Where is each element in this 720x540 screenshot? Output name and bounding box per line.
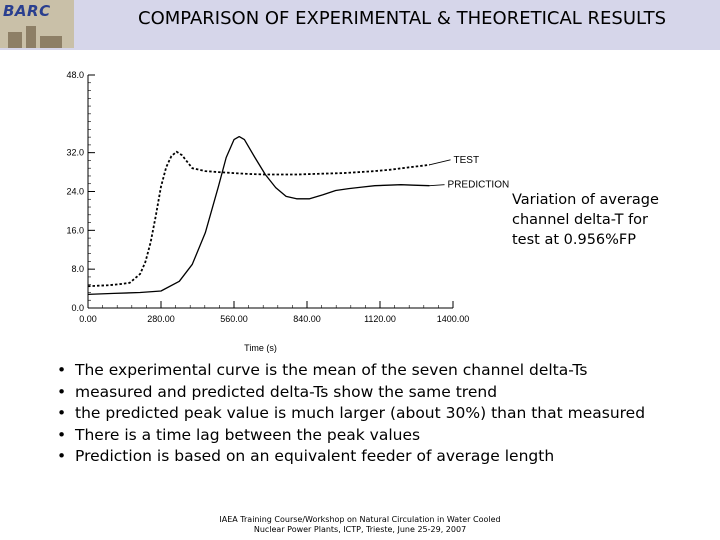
logo-building-shape (8, 32, 22, 48)
bullet-item: There is a time lag between the peak val… (57, 425, 707, 447)
series-leader-line (429, 184, 445, 187)
x-tick-label: 1120.00 (364, 314, 396, 324)
footer-line: IAEA Training Course/Workshop on Natural… (219, 515, 501, 524)
bullet-item: measured and predicted delta-Ts show the… (57, 382, 707, 404)
y-tick-label: 0.0 (71, 303, 84, 313)
barc-logo: BARC (0, 0, 74, 48)
y-tick-label: 24.0 (66, 187, 84, 197)
chart-caption: Variation of average channel delta-T for… (512, 190, 712, 250)
series-label-test: TEST (454, 155, 480, 166)
x-ticks: 0.00 280.00 560.00 840.00 1120.00 1400.00 (79, 301, 469, 324)
x-tick-label: 0.00 (79, 314, 97, 324)
x-tick-label: 560.00 (220, 314, 248, 324)
series-leader-line (429, 159, 451, 166)
caption-line: Variation of average (512, 192, 659, 208)
chart-series (87, 135, 430, 296)
logo-text: BARC (3, 2, 51, 20)
logo-building-shape (40, 36, 62, 48)
series-line-prediction (87, 135, 430, 296)
y-tick-label: 16.0 (66, 225, 84, 235)
x-tick-label: 1400.00 (437, 314, 470, 324)
slide-footer: IAEA Training Course/Workshop on Natural… (150, 515, 570, 535)
x-tick-label: 280.00 (147, 314, 175, 324)
caption-line: test at 0.956%FP (512, 232, 637, 248)
caption-line: channel delta-T for (512, 212, 649, 228)
delta-t-chart: 0.0 8.0 16.0 24.0 32.0 48.0 0.00 280.00 560.00 8… (66, 70, 510, 353)
footer-line: Nuclear Power Plants, ICTP, Trieste, Jun… (253, 525, 467, 534)
y-tick-label: 32.0 (66, 148, 84, 158)
x-tick-label: 840.00 (293, 314, 321, 324)
bullet-item: The experimental curve is the mean of th… (57, 360, 707, 382)
bullet-item: the predicted peak value is much larger … (57, 403, 707, 425)
y-tick-label: 48.0 (66, 70, 84, 80)
y-tick-label: 8.0 (71, 264, 84, 274)
series-label-prediction: PREDICTION (448, 180, 510, 191)
series-labels: TEST PREDICTION (429, 155, 510, 191)
bullet-item: Prediction is based on an equivalent fee… (57, 446, 707, 468)
chart-axes (87, 75, 453, 309)
bullet-list: The experimental curve is the mean of th… (57, 360, 707, 468)
y-ticks: 0.0 8.0 16.0 24.0 32.0 48.0 (66, 70, 95, 313)
slide-title: COMPARISON OF EXPERIMENTAL & THEORETICAL… (138, 8, 666, 29)
logo-building-shape (26, 26, 36, 48)
slide-header: BARC COMPARISON OF EXPERIMENTAL & THEORE… (0, 0, 720, 50)
x-axis-label: Time (s) (244, 343, 277, 353)
series-line-test (87, 150, 430, 288)
